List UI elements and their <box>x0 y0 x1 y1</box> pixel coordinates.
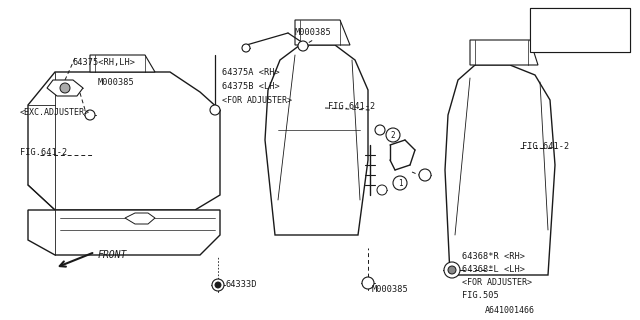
Circle shape <box>444 262 460 278</box>
Circle shape <box>535 13 547 25</box>
Text: FIG.505: FIG.505 <box>462 291 499 300</box>
Circle shape <box>375 125 385 135</box>
Circle shape <box>210 105 220 115</box>
Circle shape <box>386 128 400 142</box>
Text: M000385: M000385 <box>98 78 135 87</box>
Text: 2: 2 <box>539 36 543 45</box>
Text: 64368*L <LH>: 64368*L <LH> <box>462 265 525 274</box>
Text: FIG.641-2: FIG.641-2 <box>522 142 569 151</box>
Circle shape <box>419 169 431 181</box>
Circle shape <box>242 44 250 52</box>
Text: <FOR ADJUSTER>: <FOR ADJUSTER> <box>222 96 292 105</box>
Text: M000385: M000385 <box>372 285 409 294</box>
Circle shape <box>212 279 224 291</box>
Polygon shape <box>470 40 538 65</box>
Polygon shape <box>47 80 83 96</box>
Polygon shape <box>90 55 155 72</box>
Circle shape <box>448 266 456 274</box>
Text: 2: 2 <box>390 131 396 140</box>
Polygon shape <box>265 45 368 235</box>
Text: 1: 1 <box>397 179 403 188</box>
Text: 64375A <RH>: 64375A <RH> <box>222 68 280 77</box>
Circle shape <box>393 176 407 190</box>
Text: A641001466: A641001466 <box>485 306 535 315</box>
Text: M000412: M000412 <box>556 12 594 21</box>
Text: 64375<RH,LH>: 64375<RH,LH> <box>72 58 135 67</box>
Text: M000385: M000385 <box>295 28 332 37</box>
Polygon shape <box>125 213 155 224</box>
Circle shape <box>377 185 387 195</box>
Text: N370048: N370048 <box>556 34 594 43</box>
Text: 64368*R <RH>: 64368*R <RH> <box>462 252 525 261</box>
Text: 64333D: 64333D <box>225 280 257 289</box>
Polygon shape <box>28 72 220 210</box>
Text: 64375B <LH>: 64375B <LH> <box>222 82 280 91</box>
Polygon shape <box>530 8 630 52</box>
Text: FRONT: FRONT <box>98 250 127 260</box>
Text: <FOR ADJUSTER>: <FOR ADJUSTER> <box>462 278 532 287</box>
Text: <EXC.ADJUSTER>: <EXC.ADJUSTER> <box>20 108 90 117</box>
Circle shape <box>298 41 308 51</box>
Polygon shape <box>295 20 350 45</box>
Polygon shape <box>28 210 220 255</box>
Text: FIG.641-2: FIG.641-2 <box>328 102 375 111</box>
Circle shape <box>215 282 221 288</box>
Text: FIG.641-2: FIG.641-2 <box>20 148 67 157</box>
Polygon shape <box>445 65 555 275</box>
Circle shape <box>362 277 374 289</box>
Text: 1: 1 <box>539 14 543 23</box>
Circle shape <box>85 110 95 120</box>
Circle shape <box>60 83 70 93</box>
Circle shape <box>535 35 547 47</box>
